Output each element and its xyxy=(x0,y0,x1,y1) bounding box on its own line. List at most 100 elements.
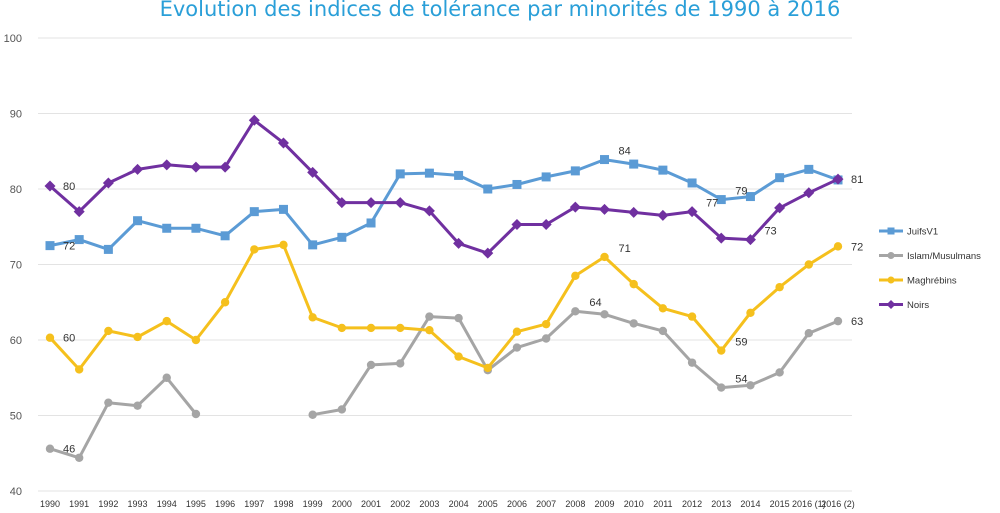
data-label: 72 xyxy=(851,241,863,253)
legend-item-islam-musulmans: Islam/Musulmans xyxy=(879,251,981,262)
data-point xyxy=(512,179,522,189)
data-point xyxy=(308,410,317,419)
x-tick-label: 2004 xyxy=(449,499,469,509)
y-tick-label: 50 xyxy=(10,411,22,423)
data-point xyxy=(45,444,55,453)
data-label: 54 xyxy=(735,373,747,385)
legend-label: Islam/Musulmans xyxy=(907,251,981,262)
legend-marker xyxy=(887,227,895,235)
data-point xyxy=(423,205,435,217)
series-noirs xyxy=(44,114,844,259)
data-label: 71 xyxy=(619,243,631,255)
data-point xyxy=(162,316,171,326)
data-point xyxy=(74,235,84,245)
data-point xyxy=(102,177,114,189)
data-point xyxy=(191,409,201,419)
data-point xyxy=(396,359,405,368)
x-tick-label: 1995 xyxy=(186,499,206,509)
legend-marker xyxy=(886,300,896,309)
data-point xyxy=(336,197,348,209)
data-point xyxy=(396,323,405,333)
data-point xyxy=(687,312,697,321)
data-point xyxy=(366,323,376,333)
data-point xyxy=(775,282,784,292)
data-point xyxy=(775,173,785,183)
data-point xyxy=(425,312,434,321)
data-point xyxy=(657,209,669,221)
data-point xyxy=(804,260,814,269)
data-point xyxy=(366,218,376,228)
data-label: 73 xyxy=(764,225,776,237)
data-point xyxy=(453,237,465,249)
x-tick-label: 2013 xyxy=(711,499,731,509)
grid-layer xyxy=(38,37,852,492)
data-point xyxy=(687,358,697,367)
legend-marker xyxy=(887,252,895,259)
y-tick-label: 70 xyxy=(10,260,22,272)
data-point xyxy=(658,304,668,313)
data-point xyxy=(512,343,522,352)
data-point xyxy=(803,187,815,199)
data-point xyxy=(833,242,843,251)
data-label: 80 xyxy=(63,181,75,193)
data-point xyxy=(45,241,55,251)
data-point xyxy=(337,232,347,242)
data-point xyxy=(512,327,522,336)
data-label: 59 xyxy=(735,336,747,348)
data-point xyxy=(541,172,551,182)
data-point xyxy=(162,373,171,382)
data-point xyxy=(511,218,523,230)
x-axis: 1990 1991 1992 1993 1994 1995 1996 1997 1998 1999… xyxy=(40,499,855,509)
x-tick-label: 1994 xyxy=(157,499,177,509)
x-tick-label: 1992 xyxy=(98,499,118,509)
data-point xyxy=(190,161,202,173)
data-point xyxy=(571,271,580,281)
chart-title: Evolution des indices de tolérance par m… xyxy=(159,0,841,21)
data-label: 46 xyxy=(63,444,75,456)
series-line xyxy=(48,243,840,371)
x-tick-label: 2016 (2) xyxy=(821,499,855,509)
data-point xyxy=(717,346,726,355)
data-point xyxy=(686,206,698,218)
data-point xyxy=(425,325,434,335)
data-point xyxy=(365,197,377,209)
legend-label: Maghrébins xyxy=(907,276,957,287)
x-tick-label: 1991 xyxy=(69,499,89,509)
data-point xyxy=(629,159,639,169)
data-point xyxy=(308,313,317,322)
data-point xyxy=(804,164,814,174)
y-tick-label: 80 xyxy=(10,184,22,196)
data-point xyxy=(483,184,493,194)
data-point xyxy=(44,180,56,192)
data-point xyxy=(600,155,610,165)
x-tick-label: 2006 xyxy=(507,499,527,509)
data-point xyxy=(832,173,844,185)
data-point xyxy=(599,203,611,215)
data-point xyxy=(278,204,288,214)
data-label: 60 xyxy=(63,333,75,345)
series-maghr-bins xyxy=(45,240,843,374)
data-point xyxy=(248,114,260,126)
legend-item-maghr-bins: Maghrébins xyxy=(879,276,957,287)
x-tick-label: 2010 xyxy=(624,499,644,509)
x-tick-label: 2015 xyxy=(770,499,790,509)
data-point xyxy=(833,316,843,326)
data-point xyxy=(191,335,201,345)
series-islam-musulmans xyxy=(45,307,843,462)
x-tick-label: 1997 xyxy=(244,499,264,509)
x-tick-label: 2002 xyxy=(390,499,410,509)
x-tick-label: 1999 xyxy=(303,499,323,509)
data-point xyxy=(715,232,727,244)
data-point xyxy=(569,201,581,213)
data-point xyxy=(73,206,85,218)
data-point xyxy=(250,245,259,254)
data-point xyxy=(540,218,552,230)
data-point xyxy=(600,252,609,262)
data-label: 79 xyxy=(735,185,747,197)
data-point xyxy=(629,319,638,328)
data-point xyxy=(394,197,406,209)
x-tick-label: 2012 xyxy=(682,499,702,509)
data-point xyxy=(74,453,84,462)
y-tick-label: 40 xyxy=(10,486,22,498)
data-point xyxy=(628,206,640,218)
